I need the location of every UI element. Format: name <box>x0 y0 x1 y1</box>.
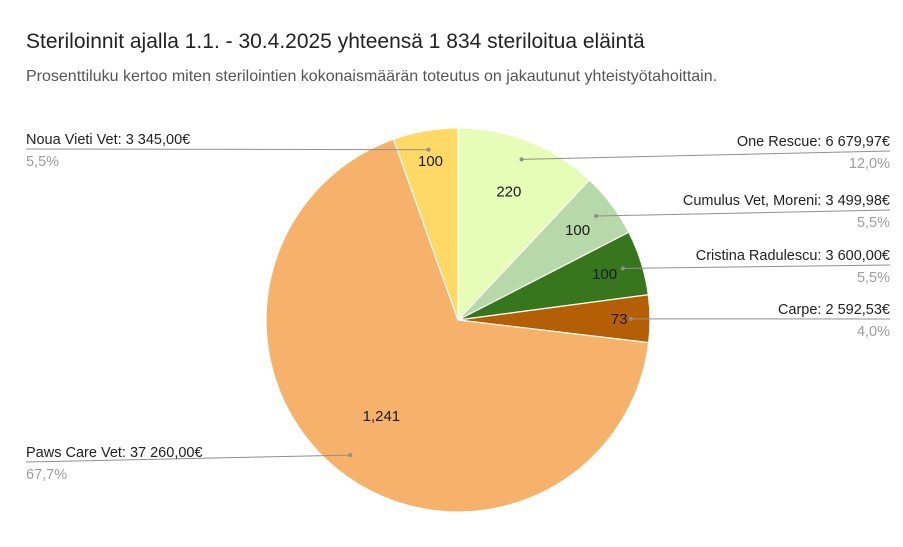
callout-line <box>595 209 891 217</box>
slice-percent-label: 5,5% <box>857 270 890 286</box>
chart-title: Steriloinnit ajalla 1.1. - 30.4.2025 yht… <box>26 30 645 53</box>
pie-slice <box>265 138 650 513</box>
slice-value-label: 220 <box>496 183 521 200</box>
callout-dot <box>620 266 625 271</box>
slice-value-label: 73 <box>611 311 628 328</box>
callout-line <box>622 264 891 269</box>
slice-value-label: 1,241 <box>363 408 401 425</box>
slice-name-label: Carpe: 2 592,53€ <box>778 302 890 318</box>
slice-value-label: 100 <box>592 266 617 283</box>
slice-value-label: 100 <box>565 222 590 239</box>
callout-dot <box>628 316 633 321</box>
pie-slice <box>392 127 459 321</box>
slice-percent-label: 12,0% <box>849 156 890 172</box>
callout-line <box>25 148 429 151</box>
slice-percent-label: 5,5% <box>26 154 59 170</box>
slice-value-label: 100 <box>418 153 443 170</box>
callout-line <box>25 454 351 463</box>
slice-name-label: Paws Care Vet: 37 260,00€ <box>26 445 203 461</box>
slice-name-label: One Rescue: 6 679,97€ <box>737 134 890 150</box>
slice-percent-label: 5,5% <box>857 215 890 231</box>
slice-name-label: Noua Vieti Vet: 3 345,00€ <box>26 132 190 148</box>
slice-name-label: Cristina Radulescu: 3 600,00€ <box>696 248 890 264</box>
callout-dot <box>348 453 353 458</box>
callout-dot <box>426 147 431 152</box>
pie-slice <box>457 127 591 322</box>
slice-percent-label: 4,0% <box>857 324 890 340</box>
callout-line <box>521 150 891 160</box>
callout-dot <box>519 157 524 162</box>
slice-percent-label: 67,7% <box>26 467 67 483</box>
chart-subtitle: Prosenttiluku kertoo miten sterilointien… <box>26 68 718 85</box>
callout-dot <box>594 214 599 219</box>
slice-name-label: Cumulus Vet, Moreni: 3 499,98€ <box>683 193 890 209</box>
